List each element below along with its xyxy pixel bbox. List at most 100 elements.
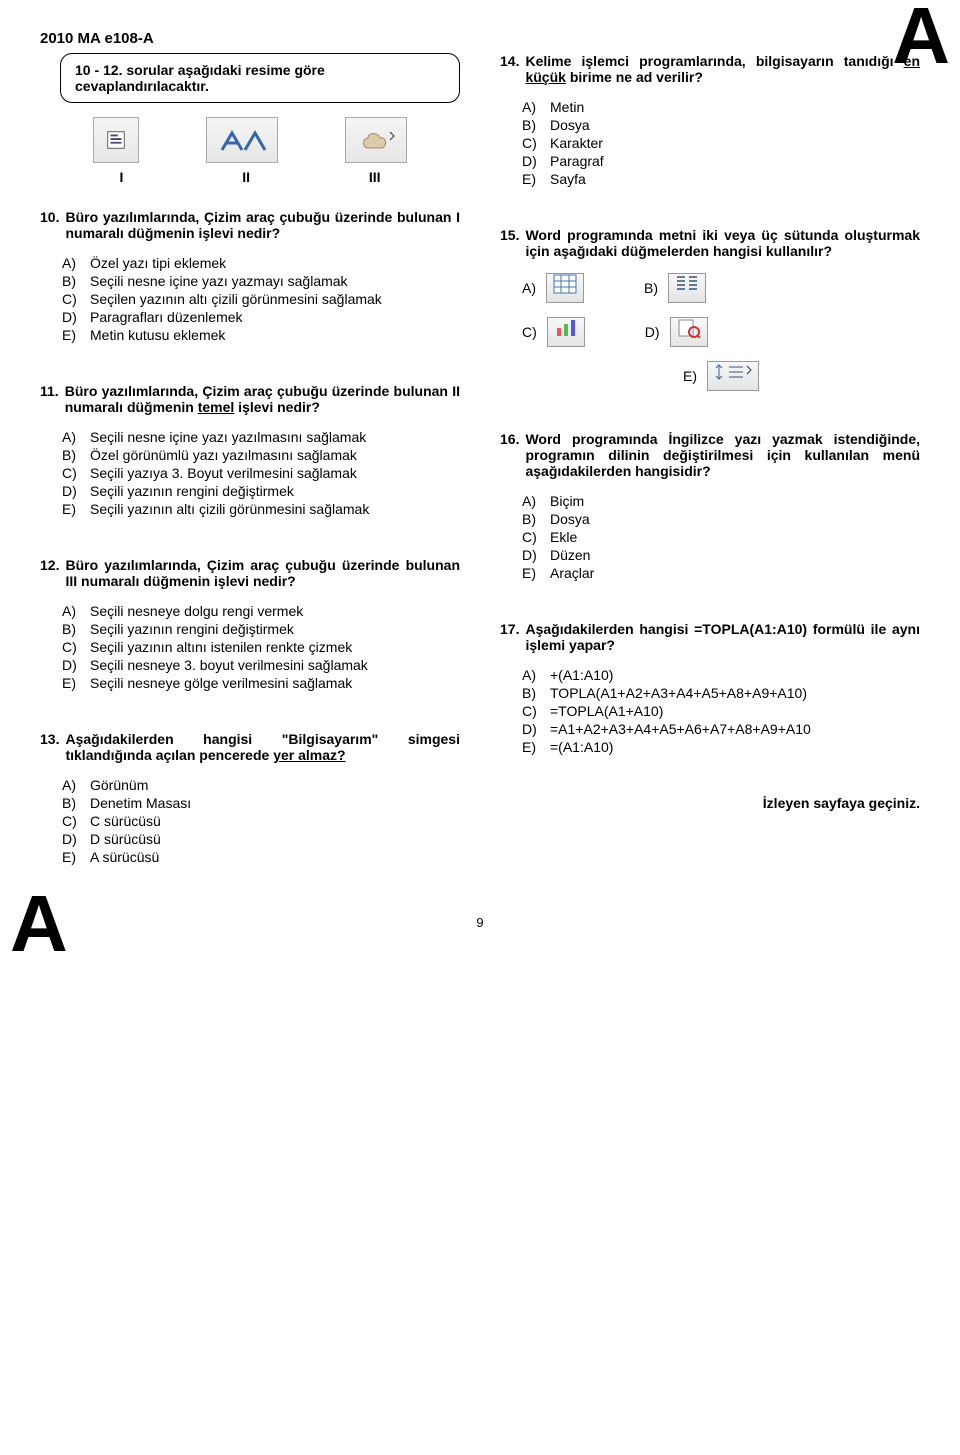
q14-text: Kelime işlemci programlarında, bilgisaya… xyxy=(525,53,920,85)
opt-label: C) xyxy=(522,529,544,545)
q17-d: =A1+A2+A3+A4+A5+A6+A7+A8+A9+A10 xyxy=(550,721,920,737)
q12-c: Seçili yazının altını istenilen renkte ç… xyxy=(90,639,460,655)
q17-b: TOPLA(A1+A2+A3+A4+A5+A8+A9+A10) xyxy=(550,685,920,701)
q13-e: A sürücüsü xyxy=(90,849,460,865)
table-icon xyxy=(546,273,584,303)
q10-d: Paragrafları düzenlemek xyxy=(90,309,460,325)
q17-text: Aşağıdakilerden hangisi =TOPLA(A1:A10) f… xyxy=(525,621,920,653)
q15-label-b: B) xyxy=(644,280,658,296)
question-10: 10. Büro yazılımlarında, Çizim araç çubu… xyxy=(40,209,460,343)
roman-labels: I II III xyxy=(60,169,440,185)
question-11: 11. Büro yazılımlarında, Çizim araç çubu… xyxy=(40,383,460,517)
opt-label: D) xyxy=(522,153,544,169)
q16-b: Dosya xyxy=(550,511,920,527)
opt-label: C) xyxy=(62,639,84,655)
opt-label: D) xyxy=(522,721,544,737)
q11-c: Seçili yazıya 3. Boyut verilmesini sağla… xyxy=(90,465,460,481)
page-number: 9 xyxy=(476,915,483,930)
q16-c: Ekle xyxy=(550,529,920,545)
q10-c: Seçilen yazının altı çizili görünmesini … xyxy=(90,291,460,307)
columns-icon xyxy=(668,273,706,303)
q14-e: Sayfa xyxy=(550,171,920,187)
question-16: 16. Word programında İngilizce yazı yazm… xyxy=(500,431,920,581)
q10-num: 10. xyxy=(40,209,59,241)
opt-label: B) xyxy=(522,117,544,133)
opt-label: D) xyxy=(62,831,84,847)
roman-i: I xyxy=(119,169,123,185)
opt-label: E) xyxy=(522,739,544,755)
opt-label: A) xyxy=(522,99,544,115)
preview-icon xyxy=(670,317,708,347)
chart-icon xyxy=(547,317,585,347)
icon-i xyxy=(93,117,139,163)
opt-label: C) xyxy=(522,703,544,719)
question-15: 15. Word programında metni iki veya üç s… xyxy=(500,227,920,391)
icon-ii xyxy=(206,117,278,163)
opt-label: A) xyxy=(62,255,84,271)
opt-label: B) xyxy=(522,685,544,701)
opt-label: E) xyxy=(62,501,84,517)
q16-num: 16. xyxy=(500,431,519,479)
q15-label-d: D) xyxy=(645,324,660,340)
q11-e: Seçili yazının altı çizili görünmesini s… xyxy=(90,501,460,517)
q13-text: Aşağıdakilerden hangisi "Bilgisayarım" s… xyxy=(65,731,460,763)
q13-b: Denetim Masası xyxy=(90,795,460,811)
roman-iii: III xyxy=(369,169,381,185)
corner-letter-bottom: A xyxy=(10,878,68,970)
opt-label: C) xyxy=(62,465,84,481)
corner-letter-top: A xyxy=(892,0,950,82)
opt-label: C) xyxy=(522,135,544,151)
q17-a: +(A1:A10) xyxy=(550,667,920,683)
opt-label: A) xyxy=(62,603,84,619)
right-column: 14. Kelime işlemci programlarında, bilgi… xyxy=(500,53,920,905)
opt-label: B) xyxy=(62,795,84,811)
opt-label: D) xyxy=(522,547,544,563)
q10-e: Metin kutusu eklemek xyxy=(90,327,460,343)
opt-label: D) xyxy=(62,657,84,673)
opt-label: A) xyxy=(522,667,544,683)
q12-b: Seçili yazının rengini değiştirmek xyxy=(90,621,460,637)
q13-c: C sürücüsü xyxy=(90,813,460,829)
q12-num: 12. xyxy=(40,557,59,589)
q15-label-a: A) xyxy=(522,280,536,296)
q14-a: Metin xyxy=(550,99,920,115)
question-17: 17. Aşağıdakilerden hangisi =TOPLA(A1:A1… xyxy=(500,621,920,755)
q14-d: Paragraf xyxy=(550,153,920,169)
opt-label: A) xyxy=(522,493,544,509)
q13-d: D sürücüsü xyxy=(90,831,460,847)
content-columns: 10 - 12. sorular aşağıdaki resime göre c… xyxy=(40,53,920,905)
opt-label: E) xyxy=(522,565,544,581)
opt-label: E) xyxy=(62,675,84,691)
q16-e: Araçlar xyxy=(550,565,920,581)
question-14: 14. Kelime işlemci programlarında, bilgi… xyxy=(500,53,920,187)
q16-text: Word programında İngilizce yazı yazmak i… xyxy=(525,431,920,479)
next-page-text: İzleyen sayfaya geçiniz. xyxy=(500,795,920,811)
q12-d: Seçili nesneye 3. boyut verilmesini sağl… xyxy=(90,657,460,673)
q15-label-e: E) xyxy=(683,368,697,384)
question-12: 12. Büro yazılımlarında, Çizim araç çubu… xyxy=(40,557,460,691)
q17-c: =TOPLA(A1+A10) xyxy=(550,703,920,719)
opt-label: C) xyxy=(62,291,84,307)
q13-a: Görünüm xyxy=(90,777,460,793)
opt-label: C) xyxy=(62,813,84,829)
q17-num: 17. xyxy=(500,621,519,653)
q11-d: Seçili yazının rengini değiştirmek xyxy=(90,483,460,499)
left-column: 10 - 12. sorular aşağıdaki resime göre c… xyxy=(40,53,460,905)
q10-a: Özel yazı tipi eklemek xyxy=(90,255,460,271)
toolbar-icons xyxy=(60,117,440,163)
q14-b: Dosya xyxy=(550,117,920,133)
q10-text: Büro yazılımlarında, Çizim araç çubuğu ü… xyxy=(65,209,460,241)
opt-label: B) xyxy=(62,621,84,637)
q12-e: Seçili nesneye gölge verilmesini sağlama… xyxy=(90,675,460,691)
opt-label: E) xyxy=(62,327,84,343)
footer: 9 xyxy=(40,915,920,930)
q13-num: 13. xyxy=(40,731,59,763)
opt-label: B) xyxy=(522,511,544,527)
q17-e: =(A1:A10) xyxy=(550,739,920,755)
question-13: 13. Aşağıdakilerden hangisi "Bilgisayarı… xyxy=(40,731,460,865)
q11-text: Büro yazılımlarında, Çizim araç çubuğu ü… xyxy=(65,383,460,415)
opt-label: A) xyxy=(62,429,84,445)
q12-a: Seçili nesneye dolgu rengi vermek xyxy=(90,603,460,619)
q14-c: Karakter xyxy=(550,135,920,151)
q16-a: Biçim xyxy=(550,493,920,509)
